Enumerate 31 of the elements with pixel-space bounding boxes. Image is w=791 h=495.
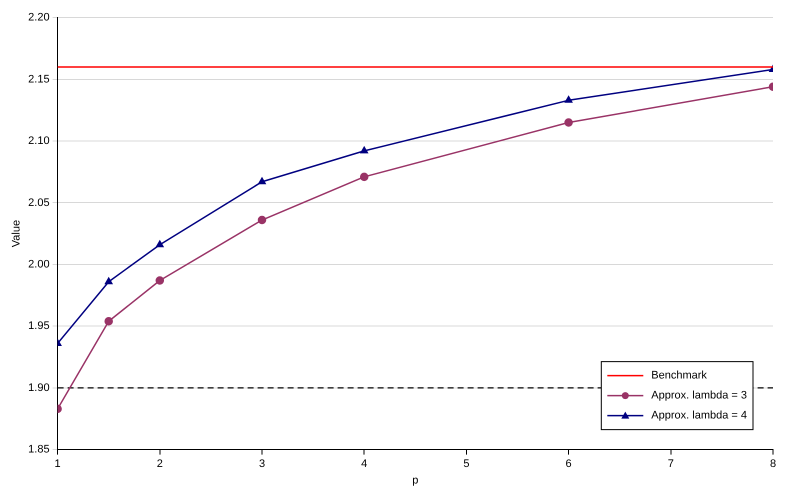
point — [360, 146, 368, 154]
y-tick-label: 1.90 — [28, 382, 50, 394]
point — [564, 118, 573, 127]
legend-label: Benchmark — [651, 370, 708, 382]
point — [564, 96, 572, 103]
y-tick-label: 1.85 — [28, 444, 50, 456]
x-tick-label: 6 — [566, 458, 572, 470]
point — [258, 216, 266, 224]
y-axis-title: Value — [10, 220, 23, 248]
point — [104, 316, 113, 326]
point — [104, 277, 112, 284]
point — [258, 178, 266, 184]
x-tick-label: 8 — [770, 458, 776, 470]
y-tick-label: 2.05 — [28, 196, 50, 209]
point — [156, 276, 164, 285]
y-tick-label: 2.15 — [28, 73, 50, 86]
y-tick-label: 2.00 — [28, 258, 50, 270]
x-tick-label: 2 — [156, 458, 163, 470]
y-tick-label: 1.95 — [28, 320, 50, 332]
x-tick-label: 1 — [54, 458, 61, 470]
x-tick-label: 4 — [361, 458, 368, 470]
y-tick-label: 2.10 — [28, 135, 50, 148]
legend-label: Approx. lambda = 3 — [651, 390, 748, 402]
legend-label: Approx. lambda = 4 — [651, 410, 748, 422]
point — [156, 240, 164, 248]
x-axis-title: p — [412, 474, 418, 486]
x-tick-label: 3 — [258, 458, 266, 470]
point — [360, 172, 368, 182]
x-tick-label: 5 — [463, 458, 470, 470]
y-tick-label: 2.20 — [28, 12, 50, 24]
x-tick-label: 7 — [668, 458, 674, 470]
